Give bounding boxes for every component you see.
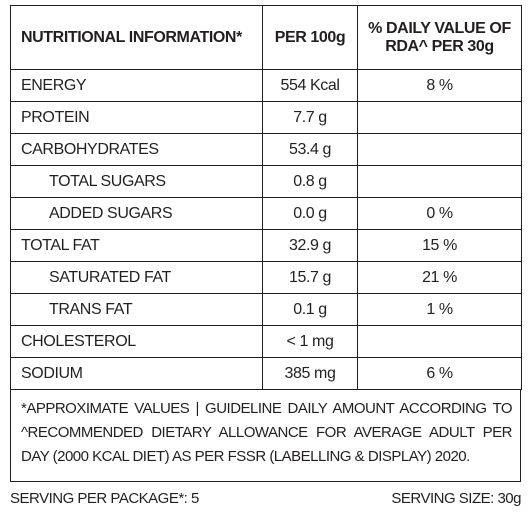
nutrient-row: TOTAL SUGARS 0.8 g (10, 165, 522, 198)
table-cell: SATURATED FAT (10, 261, 263, 294)
table-cell: 385 mg (262, 357, 358, 390)
table-cell (357, 325, 522, 358)
table-cell: CHOLESTEROL (10, 325, 263, 358)
nutrient-row: ENERGY 554 Kcal 8 % (10, 69, 522, 102)
nutrient-row: SODIUM 385 mg 6 % (10, 357, 522, 390)
table-cell: TOTAL FAT (10, 229, 263, 262)
table-cell: PROTEIN (10, 101, 263, 134)
table-cell: SODIUM (10, 357, 263, 390)
table-cell: 15.7 g (262, 261, 358, 294)
table-cell: 554 Kcal (262, 69, 358, 102)
table-cell: 15 % (357, 229, 522, 262)
nutrient-row: CHOLESTEROL < 1 mg (10, 325, 522, 358)
table-cell: < 1 mg (262, 325, 358, 358)
table-cell: 0.1 g (262, 293, 358, 326)
table-cell: TOTAL SUGARS (10, 165, 263, 198)
nutrition-panel: NUTRITIONAL INFORMATION* PER 100g % DAIL… (10, 5, 522, 482)
table-cell: ADDED SUGARS (10, 197, 263, 230)
header-cell: PER 100g (262, 5, 358, 70)
table-cell: 8 % (357, 69, 522, 102)
table-cell: 0 % (357, 197, 522, 230)
footnote: *APPROXIMATE VALUES | GUIDELINE DAILY AM… (10, 390, 521, 482)
nutrient-row: SATURATED FAT 15.7 g 21 % (10, 261, 522, 294)
table-cell: 21 % (357, 261, 522, 294)
table-cell: 6 % (357, 357, 522, 390)
header-cell: % DAILY VALUE OF RDA^ PER 30g (357, 5, 522, 70)
header-row: NUTRITIONAL INFORMATION* PER 100g % DAIL… (10, 5, 522, 70)
table-cell: TRANS FAT (10, 293, 263, 326)
nutrient-row: PROTEIN 7.7 g (10, 101, 522, 134)
nutrient-row: TOTAL FAT 32.9 g 15 % (10, 229, 522, 262)
table-cell: 0.8 g (262, 165, 358, 198)
serving-size: SERVING SIZE: 30g (391, 490, 521, 507)
table-cell: ENERGY (10, 69, 263, 102)
footer: SERVING PER PACKAGE*: 5 SERVING SIZE: 30… (10, 490, 521, 507)
table-cell: 32.9 g (262, 229, 358, 262)
table-cell (357, 165, 522, 198)
table-cell: 53.4 g (262, 133, 358, 166)
table-cell: 0.0 g (262, 197, 358, 230)
header-cell: NUTRITIONAL INFORMATION* (10, 5, 263, 70)
serving-per-package: SERVING PER PACKAGE*: 5 (10, 490, 199, 507)
table-cell: CARBOHYDRATES (10, 133, 263, 166)
table-cell (357, 133, 522, 166)
table-cell (357, 101, 522, 134)
nutrient-row: CARBOHYDRATES 53.4 g (10, 133, 522, 166)
nutrition-table: NUTRITIONAL INFORMATION* PER 100g % DAIL… (10, 5, 522, 390)
table-cell: 7.7 g (262, 101, 358, 134)
table-cell: 1 % (357, 293, 522, 326)
